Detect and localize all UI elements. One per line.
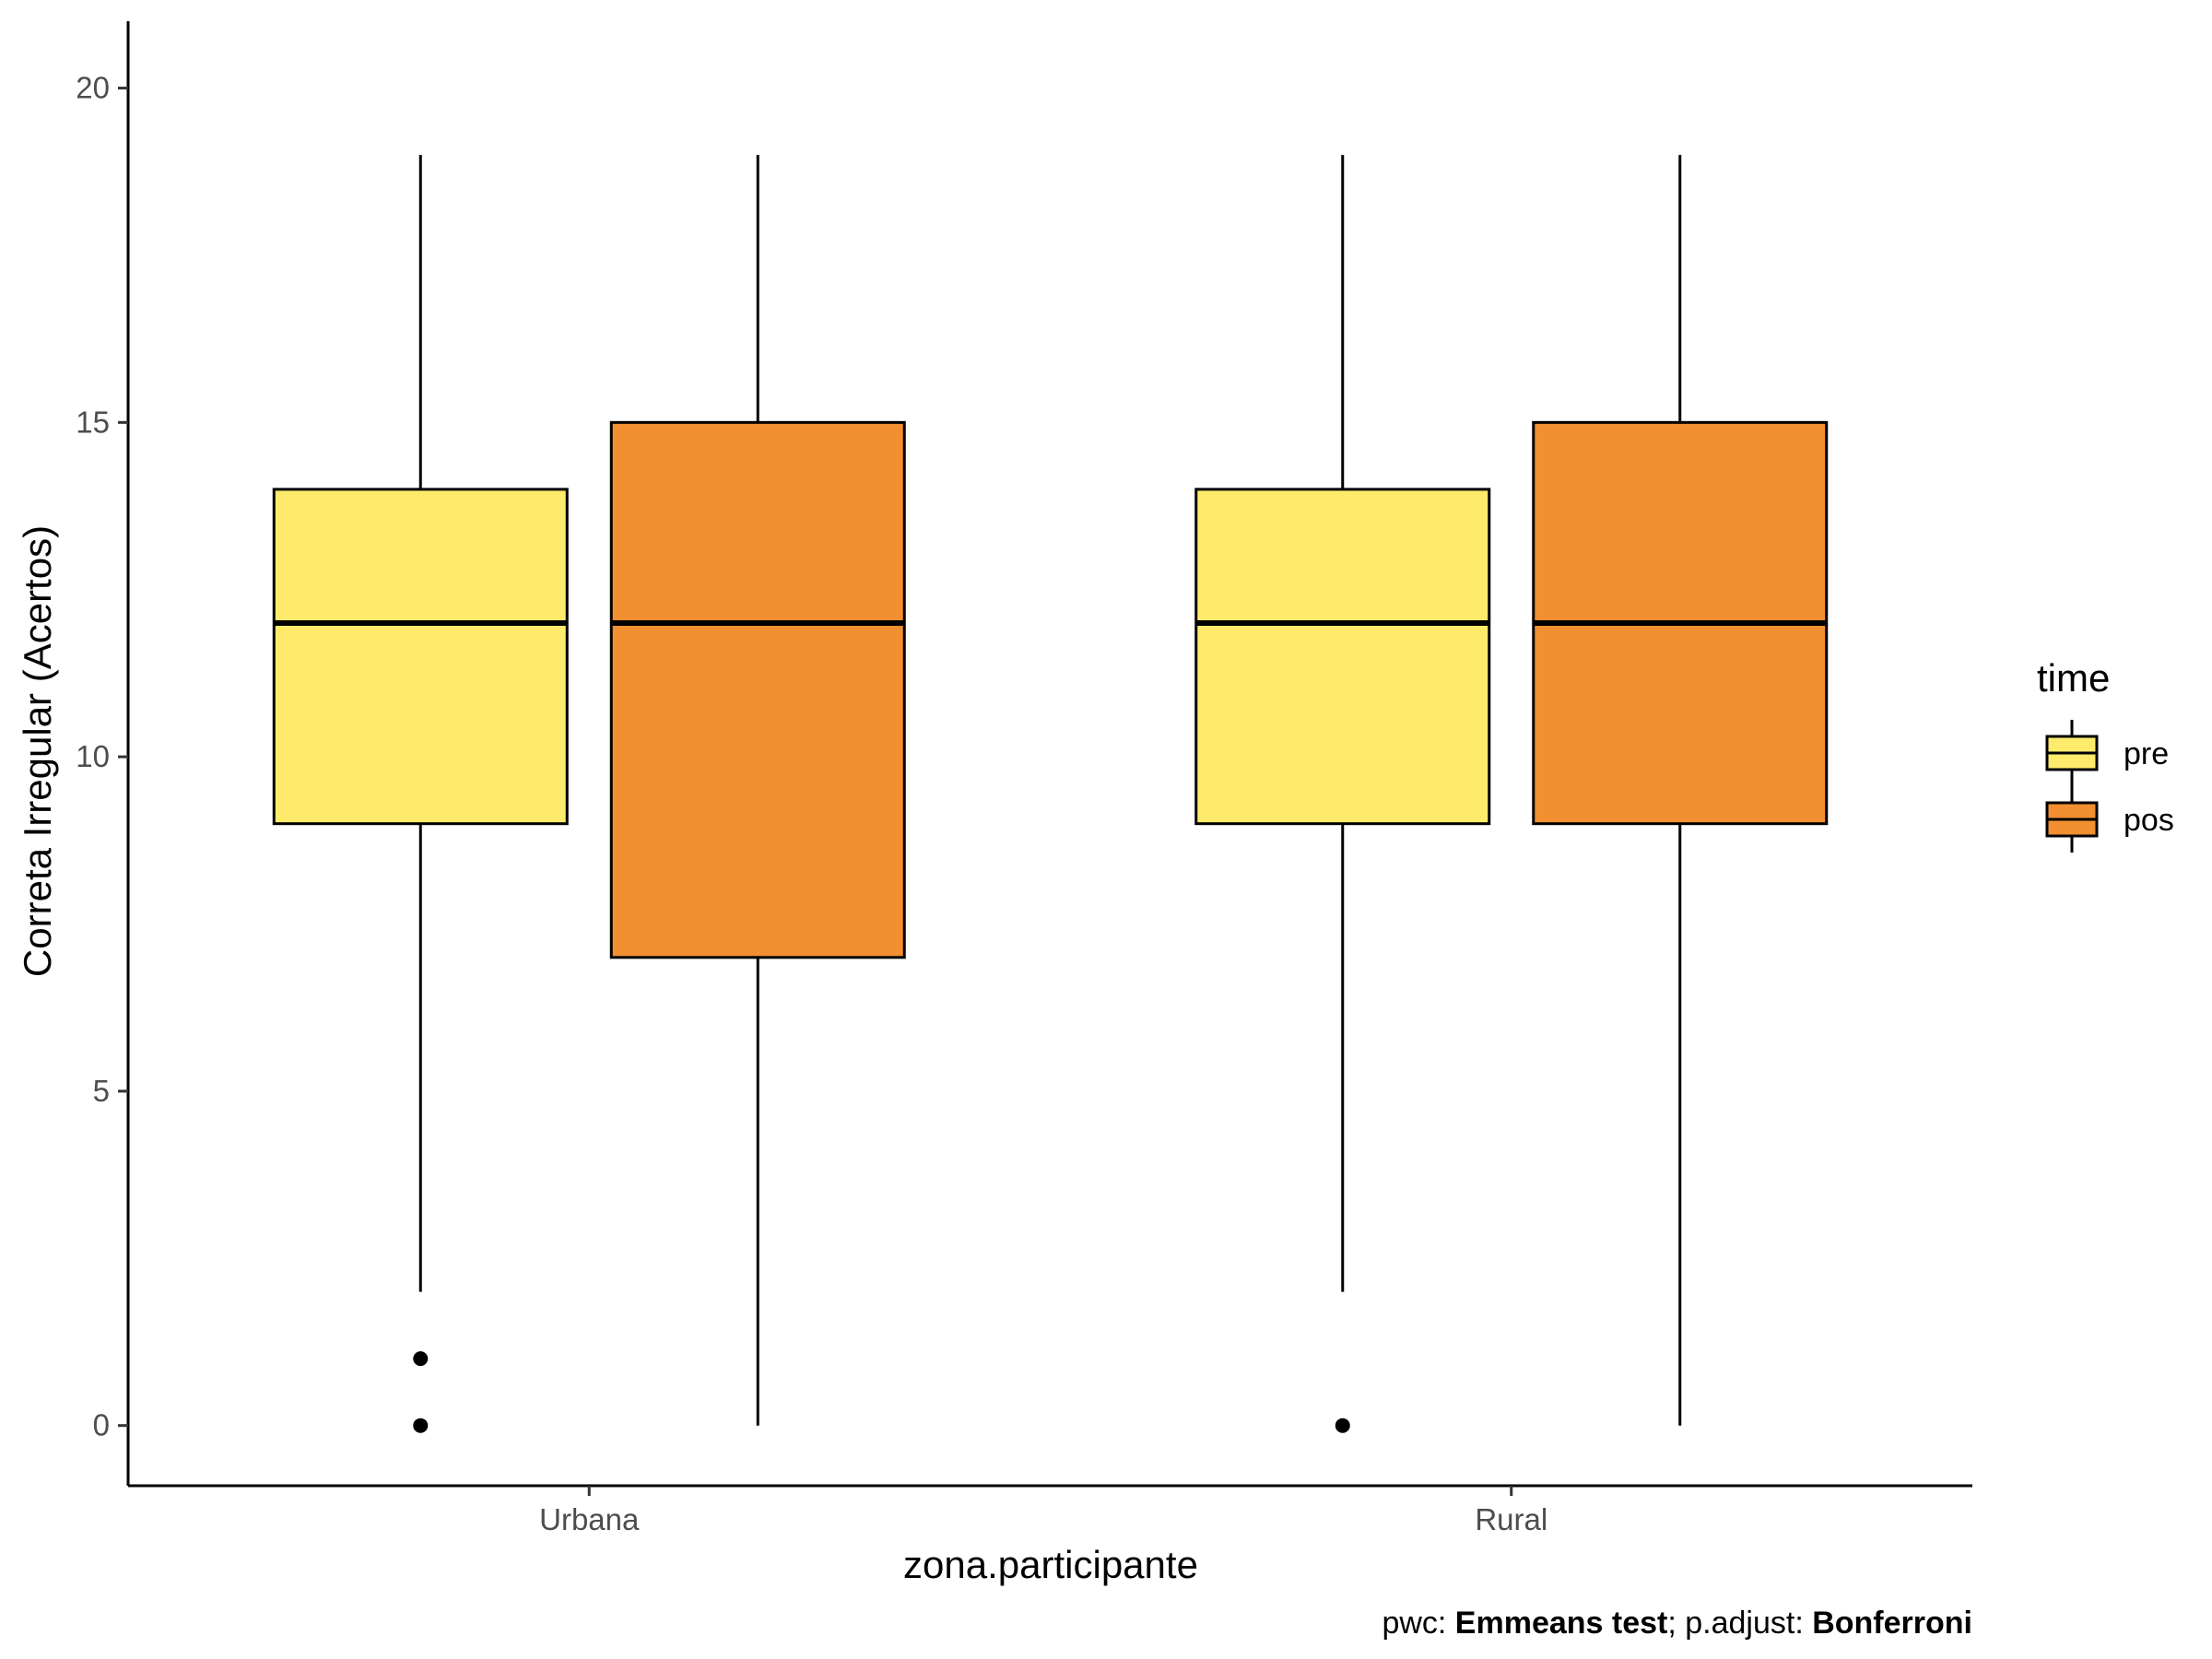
- outlier-point: [413, 1351, 429, 1367]
- legend-item-pre: pre: [2045, 720, 2169, 786]
- box-body: [272, 488, 569, 826]
- y-tick-label: 5: [93, 1074, 110, 1108]
- outlier-point: [413, 1418, 429, 1433]
- y-tick-label: 0: [93, 1408, 110, 1442]
- legend-label: pos: [2124, 803, 2174, 838]
- legend-title: time: [2037, 656, 2110, 700]
- y-axis-ticks: 0 5 10 15 20: [76, 71, 128, 1442]
- x-axis-title: zona.participante: [903, 1543, 1198, 1586]
- box-pre-rural: [1194, 155, 1491, 1433]
- legend-label: pre: [2124, 736, 2169, 771]
- y-axis-title: Correta Irregular (Acertos): [16, 525, 59, 977]
- caption-part: ; p.adjust:: [1667, 1606, 1812, 1641]
- box-body: [609, 420, 906, 959]
- caption: pwc: Emmeans test; p.adjust: Bonferroni: [1382, 1606, 1972, 1641]
- x-tick-label: Urbana: [539, 1502, 640, 1536]
- box-pos-rural: [1532, 155, 1829, 1426]
- outlier-point: [1335, 1418, 1350, 1433]
- caption-part: pwc:: [1382, 1606, 1454, 1641]
- box-body: [1194, 488, 1491, 826]
- box-pre-urbana: [272, 155, 569, 1433]
- x-tick-label: Rural: [1475, 1502, 1547, 1536]
- y-tick-label: 20: [76, 71, 110, 105]
- legend: time pre pos: [2037, 656, 2174, 853]
- caption-part: Bonferroni: [1812, 1606, 1972, 1641]
- box-pos-urbana: [609, 155, 906, 1426]
- y-tick-label: 15: [76, 405, 110, 439]
- plot-area: [272, 155, 1829, 1433]
- x-axis-ticks: Urbana Rural: [539, 1486, 1547, 1536]
- legend-item-pos: pos: [2045, 786, 2174, 853]
- caption-part: Emmeans test: [1455, 1606, 1668, 1641]
- y-tick-label: 10: [76, 739, 110, 773]
